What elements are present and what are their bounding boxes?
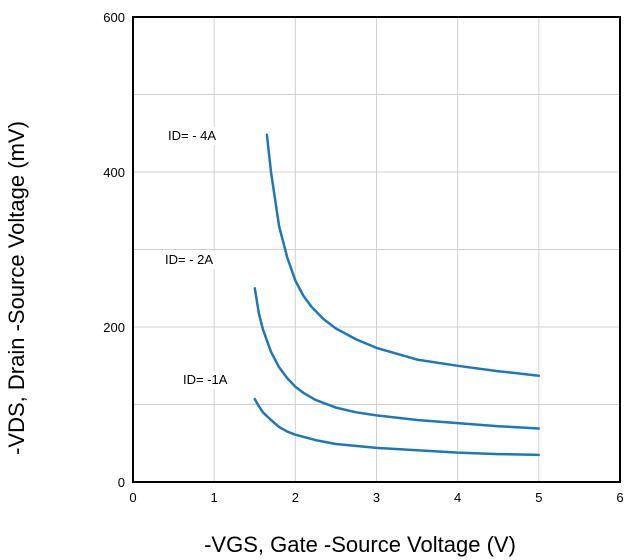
x-tick-label: 5: [535, 490, 542, 505]
x-tick-label: 0: [129, 490, 136, 505]
y-tick-label: 600: [103, 10, 125, 25]
y-axis-label: -VDS, Drain -Source Voltage (mV): [4, 121, 29, 455]
x-axis-label: -VGS, Gate -Source Voltage (V): [204, 532, 516, 557]
x-tick-label: 3: [373, 490, 380, 505]
annotation-background: [164, 127, 221, 145]
x-tick-labels: 0 1 2 3 4 5 6: [129, 490, 623, 505]
x-tick-label: 1: [211, 490, 218, 505]
y-tick-label: 400: [103, 165, 125, 180]
plot-frame: [132, 16, 621, 483]
y-tick-label: 200: [103, 320, 125, 335]
x-tick-label: 6: [616, 490, 623, 505]
x-tick-label: 2: [292, 490, 299, 505]
series-annotation: ID= - 4A: [168, 128, 216, 143]
y-tick-labels: 0 200 400 600: [103, 10, 125, 490]
series-annotation: ID= - 2A: [165, 252, 213, 267]
grid: [133, 17, 620, 482]
series-line: [253, 287, 541, 430]
annotation-background: [179, 371, 232, 389]
annotation-background: [161, 251, 218, 269]
series-annotation: ID= -1A: [183, 372, 228, 387]
series-group: [253, 133, 541, 457]
x-tick-label: 4: [454, 490, 461, 505]
series-line: [253, 397, 541, 457]
annotations: ID= - 4A ID= - 2A ID= -1A: [161, 127, 232, 389]
series-line: [265, 133, 541, 378]
y-tick-label: 0: [118, 475, 125, 490]
